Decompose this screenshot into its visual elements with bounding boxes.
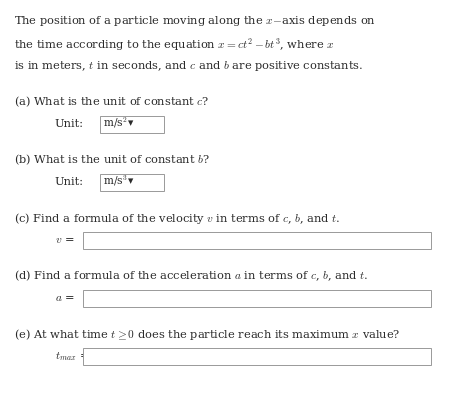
Text: (c) Find a formula of the velocity $v$ in terms of $c$, $b$, and $t$.: (c) Find a formula of the velocity $v$ i… (14, 211, 340, 226)
Text: (b) What is the unit of constant $b$?: (b) What is the unit of constant $b$? (14, 153, 210, 167)
Text: the time according to the equation $x = ct^2 - bt^3$, where $x$: the time according to the equation $x = … (14, 37, 335, 53)
FancyBboxPatch shape (83, 232, 431, 249)
Text: Unit:: Unit: (55, 119, 83, 128)
Text: The position of a particle moving along the $x\!-\!$axis depends on: The position of a particle moving along … (14, 14, 376, 28)
FancyBboxPatch shape (100, 116, 164, 133)
Text: $v$ =: $v$ = (55, 235, 74, 245)
Text: (d) Find a formula of the acceleration $a$ in terms of $c$, $b$, and $t$.: (d) Find a formula of the acceleration $… (14, 269, 368, 283)
Text: $t_{max}$ =: $t_{max}$ = (55, 351, 89, 363)
Text: (a) What is the unit of constant $c$?: (a) What is the unit of constant $c$? (14, 95, 210, 109)
Text: is in meters, $t$ in seconds, and $c$ and $b$ are positive constants.: is in meters, $t$ in seconds, and $c$ an… (14, 59, 363, 73)
FancyBboxPatch shape (83, 290, 431, 307)
Text: Unit:: Unit: (55, 177, 83, 187)
Text: (e) At what time $t \geq 0$ does the particle reach its maximum $x$ value?: (e) At what time $t \geq 0$ does the par… (14, 327, 401, 342)
FancyBboxPatch shape (83, 348, 431, 365)
FancyBboxPatch shape (100, 174, 164, 191)
Text: $a$ =: $a$ = (55, 292, 74, 302)
Text: m/s$^3$▾: m/s$^3$▾ (103, 174, 135, 188)
Text: m/s$^2$▾: m/s$^2$▾ (103, 115, 135, 130)
